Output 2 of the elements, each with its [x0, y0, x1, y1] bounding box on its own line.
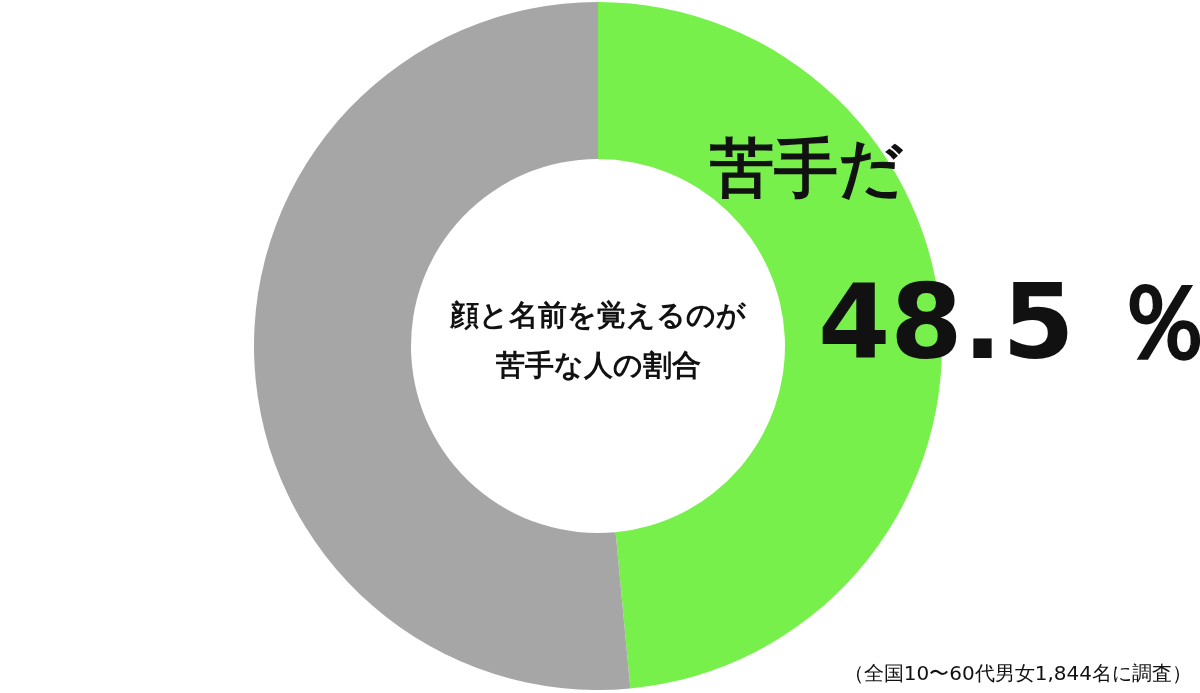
- text: （全国10〜60代男女1,844名に調査）: [843, 661, 1192, 685]
- title: 顔と名前を覚えるのが苦手な人の割合: [449, 297, 747, 384]
